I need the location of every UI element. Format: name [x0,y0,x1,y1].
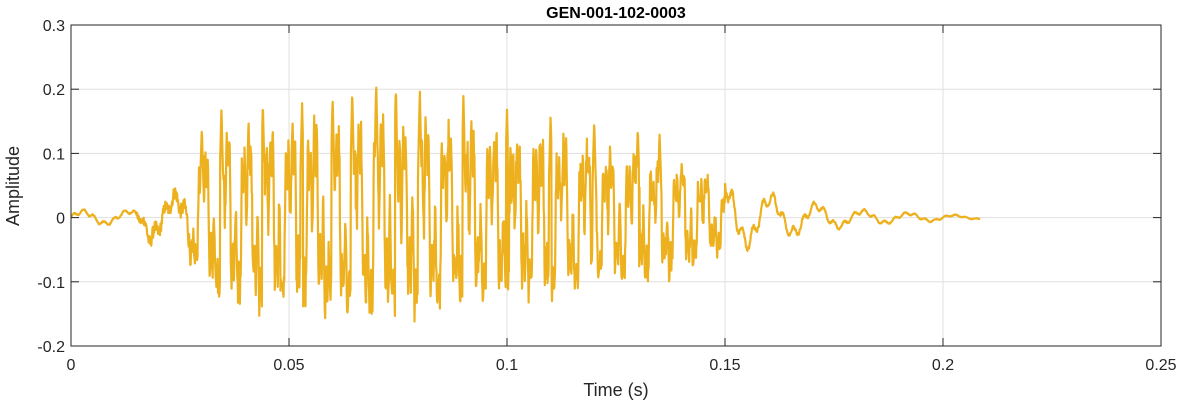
y-tick-label: 0.3 [43,18,65,35]
chart-title: GEN-001-102-0003 [546,5,686,22]
axis-ticks [70,24,1162,347]
x-axis-tick-labels: 0 0.05 0.1 0.15 0.2 0.25 [67,357,1177,374]
grid [71,25,1161,346]
y-tick-label: 0.1 [43,146,65,163]
y-tick-label: 0 [56,211,65,228]
y-axis-tick-labels: -0.2 -0.1 0 0.1 0.2 0.3 [37,18,65,356]
x-tick-label: 0.2 [932,357,954,374]
y-tick-label: -0.1 [37,275,65,292]
x-tick-label: 0 [67,357,76,374]
x-tick-label: 0.15 [709,357,740,374]
x-tick-label: 0.25 [1145,357,1176,374]
y-tick-label: -0.2 [37,339,65,356]
x-tick-label: 0.05 [273,357,304,374]
y-axis-label: Amplitude [3,146,23,226]
series-line-signal [71,86,981,323]
plot-area-frame [70,24,1162,347]
x-tick-label: 0.1 [496,357,518,374]
y-tick-label: 0.2 [43,82,65,99]
x-axis-label: Time (s) [583,380,648,400]
